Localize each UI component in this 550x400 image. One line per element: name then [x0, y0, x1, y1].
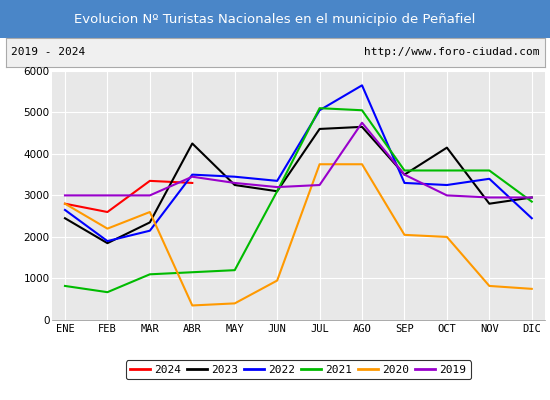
Legend: 2024, 2023, 2022, 2021, 2020, 2019: 2024, 2023, 2022, 2021, 2020, 2019 — [126, 360, 471, 379]
Text: Evolucion Nº Turistas Nacionales en el municipio de Peñafiel: Evolucion Nº Turistas Nacionales en el m… — [74, 12, 476, 26]
Text: 2019 - 2024: 2019 - 2024 — [11, 47, 85, 57]
Text: http://www.foro-ciudad.com: http://www.foro-ciudad.com — [364, 47, 539, 57]
